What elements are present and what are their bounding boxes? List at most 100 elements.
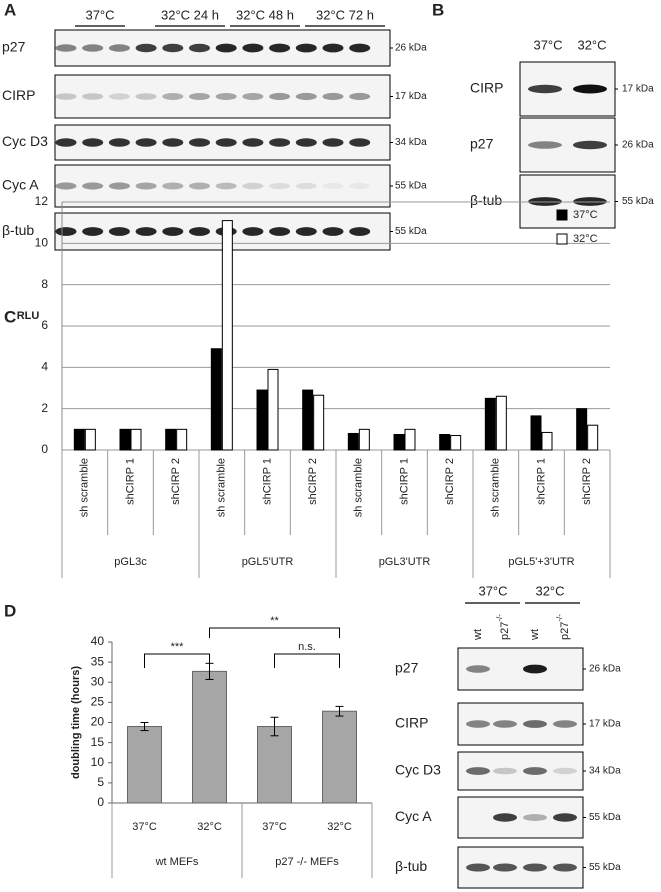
blot-band [269,92,291,101]
kda-label: 55 kDa [395,226,427,237]
y-tick-label: 0 [97,795,104,809]
panel-label: B [432,0,444,19]
significance-bracket [209,627,340,638]
bar [267,368,279,451]
blot-band [215,138,237,147]
kda-label: 55 kDa [589,862,621,873]
significance-label: *** [171,641,185,653]
blot-band [269,227,291,236]
blot-band [349,227,371,236]
blot-band [135,93,157,100]
blot-band [242,182,264,190]
blot-band [295,227,317,236]
x-tick-label: shCIRP 2 [581,458,593,505]
blot-band [162,227,184,236]
y-tick-label: 30 [91,674,105,688]
kda-label: 17 kDa [622,84,654,95]
blot-band [162,93,184,100]
bar [313,394,325,451]
blot-band [269,182,291,190]
y-tick-label: 6 [41,318,48,332]
y-tick-label: 10 [91,755,105,769]
lane-sup: -/- [555,614,564,622]
kda-label: 55 kDa [622,196,654,207]
blot-band [242,227,264,236]
bar [256,389,268,451]
x-tick-label: shCIRP 2 [307,458,319,505]
blot-band [108,93,130,100]
blot-band [242,92,264,101]
y-tick-label: 10 [35,236,49,250]
blot-band [523,664,547,674]
y-tick-label: 35 [91,654,105,668]
row-label: CIRP [395,715,428,731]
blot-band [55,182,77,190]
blot-band [108,44,130,52]
bar [530,415,542,451]
bar [495,395,507,451]
blot-band [269,138,291,147]
y-axis-title: RLU [17,310,40,322]
bar [322,710,357,804]
row-label: β-tub [2,222,34,238]
group-label: pGL3c [114,556,147,568]
lane-label: p27-/- [555,614,571,640]
bar [439,434,451,451]
blot-band [349,92,371,101]
significance-label: ** [270,615,279,627]
legend-swatch [556,209,568,221]
bar [302,389,314,451]
blot-band [215,182,237,190]
kda-label: 26 kDa [622,140,654,151]
column-header: 37°C [533,37,562,52]
blot-band [108,227,130,236]
column-header: 32°C [577,37,606,52]
x-tick-label: sh scramble [216,458,228,517]
bar [127,726,162,804]
row-label: CIRP [470,80,503,96]
lane-text: p27 [499,622,511,640]
kda-label: 17 kDa [395,91,427,102]
significance-label: n.s. [298,641,316,653]
x-tick-label: shCIRP 1 [261,458,273,505]
bar [192,670,227,804]
blot-band [82,227,104,236]
blot-band [553,863,577,872]
blot-band [573,84,607,94]
y-tick-label: 40 [91,634,105,648]
blot-band [82,138,104,147]
significance-bracket [274,653,340,668]
blot-band [349,182,371,190]
row-label: p27 [470,136,494,152]
blot-band [82,182,104,190]
x-tick-label: 37°C [262,821,287,833]
lane-text: wt [529,629,541,641]
lane-label: p27-/- [495,614,511,640]
row-label: Cyc A [2,177,39,193]
y-tick-label: 4 [41,360,48,374]
column-header: 37°C [478,583,507,598]
blot-band [466,863,490,872]
row-label: Cyc D3 [2,133,48,149]
blot-band [55,138,77,147]
x-tick-label: shCIRP 1 [124,458,136,505]
blot-band [493,863,517,872]
blot-band [162,138,184,147]
blot-band [295,138,317,147]
blot-band [215,92,237,101]
kda-label: 55 kDa [589,812,621,823]
blot-band [349,43,371,53]
blot-band [135,138,157,147]
x-tick-label: shCIRP 1 [398,458,410,505]
row-label: CIRP [2,87,35,103]
blot-band [135,227,157,236]
bar [257,726,292,804]
x-tick-label: 37°C [132,821,157,833]
blot-band [493,813,517,822]
bar [176,428,188,451]
blot-band [493,767,517,775]
column-header: 32°C 24 h [161,7,219,22]
blot-band [553,813,577,822]
y-tick-label: 20 [91,715,105,729]
